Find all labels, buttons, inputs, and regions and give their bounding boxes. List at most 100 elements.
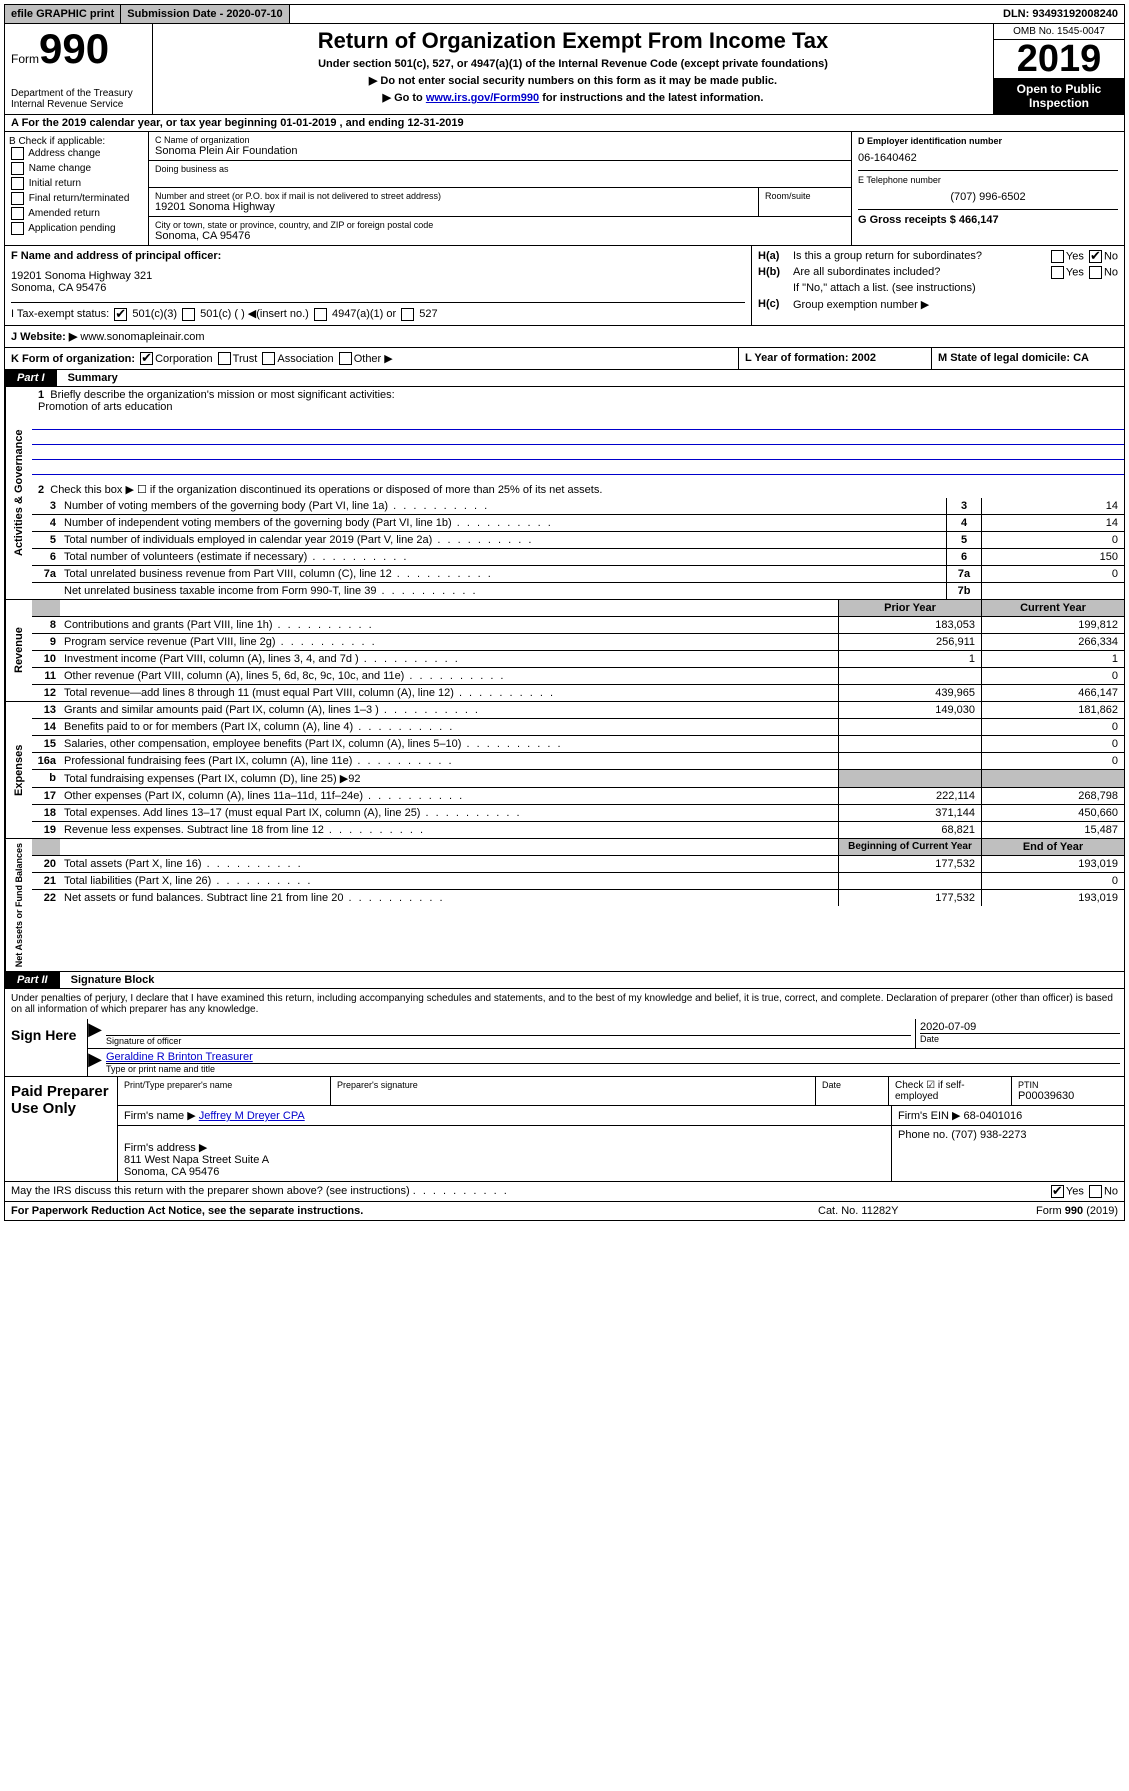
checkbox-item[interactable]: Final return/terminated [9,192,144,205]
arrow-icon: ▶ [88,1019,102,1048]
firm-ein: Firm's EIN ▶ 68-0401016 [892,1106,1124,1125]
officer-label: F Name and address of principal officer: [11,250,745,262]
balance-row: 20Total assets (Part X, line 16)177,5321… [32,855,1124,872]
officer-address: 19201 Sonoma Highway 321 Sonoma, CA 9547… [11,270,745,294]
summary-row: 7aTotal unrelated business revenue from … [32,565,1124,582]
form-header: Form 990 Department of the Treasury Inte… [4,24,1125,115]
sign-here-label: Sign Here [5,1019,87,1076]
vert-expenses: Expenses [5,702,32,838]
hb-yes-checkbox[interactable] [1051,266,1064,279]
efile-print-button[interactable]: efile GRAPHIC print [5,5,121,23]
part-1-header: Part I Summary [4,370,1125,387]
expense-row: bTotal fundraising expenses (Part IX, co… [32,769,1124,787]
form-title: Return of Organization Exempt From Incom… [157,28,989,54]
527-checkbox[interactable] [401,308,414,321]
revenue-row: 8Contributions and grants (Part VIII, li… [32,616,1124,633]
signature-section: Under penalties of perjury, I declare th… [4,989,1125,1077]
dept-text: Department of the Treasury Internal Reve… [11,88,133,110]
summary-governance: Activities & Governance 1 Briefly descri… [4,387,1125,600]
checkbox-item[interactable]: Initial return [9,177,144,190]
subtitle-2: ▶ Do not enter social security numbers o… [157,74,989,87]
ptin-value: P00039630 [1018,1090,1118,1102]
checkbox-item[interactable]: Address change [9,147,144,160]
4947-checkbox[interactable] [314,308,327,321]
discuss-row: May the IRS discuss this return with the… [4,1182,1125,1202]
summary-revenue: Revenue Prior Year Current Year 8Contrib… [4,600,1125,702]
ha-no-checkbox[interactable] [1089,250,1102,263]
summary-row: 4Number of independent voting members of… [32,514,1124,531]
column-b: B Check if applicable: Address change Na… [5,132,149,245]
addr-label: Number and street (or P.O. box if mail i… [155,191,752,201]
corp-checkbox[interactable] [140,352,153,365]
ha-yes-checkbox[interactable] [1051,250,1064,263]
row-j-website: J Website: ▶ www.sonomapleinair.com [4,326,1125,348]
expense-row: 17Other expenses (Part IX, column (A), l… [32,787,1124,804]
declaration-text: Under penalties of perjury, I declare th… [5,989,1124,1019]
form-number: 990 [39,28,109,70]
room-label: Room/suite [765,191,845,201]
checkbox-item[interactable]: Name change [9,162,144,175]
form-word: Form [11,52,39,66]
501c-checkbox[interactable] [182,308,195,321]
balance-row: 21Total liabilities (Part X, line 26)0 [32,872,1124,889]
expense-row: 19Revenue less expenses. Subtract line 1… [32,821,1124,838]
summary-row: Net unrelated business taxable income fr… [32,582,1124,599]
open-public-badge: Open to Public Inspection [994,78,1124,114]
vert-governance: Activities & Governance [5,387,32,599]
tax-year: 2019 [994,40,1124,78]
year-formation: L Year of formation: 2002 [738,348,931,370]
org-name: Sonoma Plein Air Foundation [155,145,845,157]
checkbox-item[interactable]: Amended return [9,207,144,220]
firm-name-link[interactable]: Jeffrey M Dreyer CPA [199,1110,305,1122]
501c3-checkbox[interactable] [114,308,127,321]
dba-label: Doing business as [155,164,845,174]
subtitle-3: ▶ Go to www.irs.gov/Form990 for instruct… [157,91,989,104]
row-f-h: F Name and address of principal officer:… [4,246,1125,326]
paid-preparer-label: Paid Preparer Use Only [5,1077,117,1181]
signature-date: 2020-07-09 [920,1021,1120,1033]
revenue-row: 12Total revenue—add lines 8 through 11 (… [32,684,1124,701]
ein-value: 06-1640462 [858,152,1118,164]
dln-text: DLN: 93493192008240 [997,5,1124,23]
revenue-row: 11Other revenue (Part VIII, column (A), … [32,667,1124,684]
summary-balances: Net Assets or Fund Balances Beginning of… [4,839,1125,972]
website-value: www.sonomapleinair.com [80,331,204,343]
ein-label: D Employer identification number [858,136,1118,146]
phone-value: (707) 996-6502 [858,191,1118,203]
org-name-label: C Name of organization [155,135,845,145]
arrow-icon: ▶ [88,1049,102,1076]
submission-date-button[interactable]: Submission Date - 2020-07-10 [121,5,289,23]
other-checkbox[interactable] [339,352,352,365]
expense-row: 13Grants and similar amounts paid (Part … [32,702,1124,718]
trust-checkbox[interactable] [218,352,231,365]
subtitle-1: Under section 501(c), 527, or 4947(a)(1)… [157,58,989,70]
instructions-link[interactable]: www.irs.gov/Form990 [426,92,539,104]
summary-row: 6Total number of volunteers (estimate if… [32,548,1124,565]
vert-revenue: Revenue [5,600,32,701]
revenue-row: 10Investment income (Part VIII, column (… [32,650,1124,667]
revenue-row: 9Program service revenue (Part VIII, lin… [32,633,1124,650]
hb-no-checkbox[interactable] [1089,266,1102,279]
discuss-yes-checkbox[interactable] [1051,1185,1064,1198]
discuss-no-checkbox[interactable] [1089,1185,1102,1198]
line-a: A For the 2019 calendar year, or tax yea… [4,115,1125,132]
summary-row: 3Number of voting members of the governi… [32,498,1124,514]
section-b-g: B Check if applicable: Address change Na… [4,132,1125,246]
row-k-l-m: K Form of organization: Corporation Trus… [4,348,1125,371]
summary-expenses: Expenses 13Grants and similar amounts pa… [4,702,1125,839]
top-bar: efile GRAPHIC print Submission Date - 20… [4,4,1125,24]
paid-preparer-section: Paid Preparer Use Only Print/Type prepar… [4,1077,1125,1182]
state-domicile: M State of legal domicile: CA [931,348,1124,370]
gross-receipts: G Gross receipts $ 466,147 [858,214,1118,226]
assoc-checkbox[interactable] [262,352,275,365]
firm-phone: Phone no. (707) 938-2273 [892,1126,1124,1181]
firm-address: 811 West Napa Street Suite A Sonoma, CA … [124,1154,269,1178]
officer-name-link[interactable]: Geraldine R Brinton Treasurer [106,1051,1120,1063]
footer-row: For Paperwork Reduction Act Notice, see … [4,1202,1125,1221]
mission-text: Promotion of arts education [38,401,173,413]
expense-row: 16aProfessional fundraising fees (Part I… [32,752,1124,769]
checkbox-item[interactable]: Application pending [9,222,144,235]
balance-row: 22Net assets or fund balances. Subtract … [32,889,1124,906]
summary-row: 5Total number of individuals employed in… [32,531,1124,548]
part-2-header: Part II Signature Block [4,972,1125,989]
